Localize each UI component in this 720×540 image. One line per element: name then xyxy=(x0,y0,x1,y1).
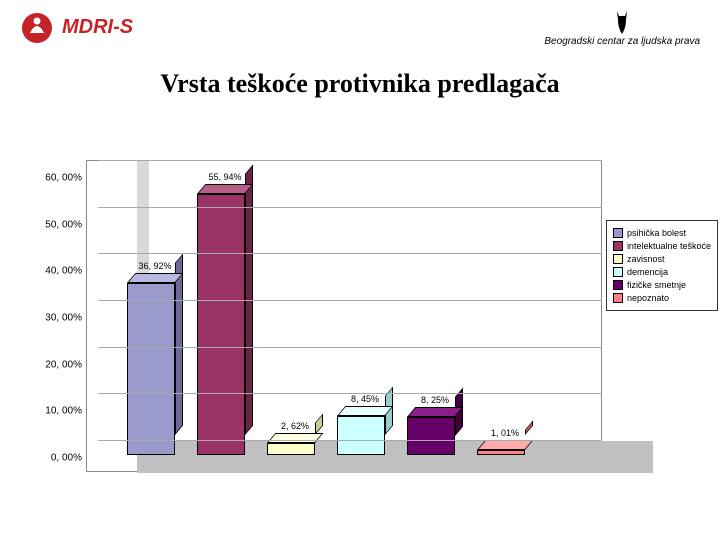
chart-title: Vrsta teškoće protivnika predlagača xyxy=(0,69,720,99)
bar-value-label: 8, 45% xyxy=(351,394,379,404)
bar-value-label: 8, 25% xyxy=(421,395,449,405)
y-tick-label: 30, 00% xyxy=(36,313,82,324)
bar-value-label: 55, 94% xyxy=(208,172,241,182)
bar-top xyxy=(127,273,183,283)
mdri-icon xyxy=(20,11,54,45)
legend-swatch xyxy=(613,241,623,251)
y-tick-label: 60, 00% xyxy=(36,173,82,184)
bar-front xyxy=(337,416,385,455)
bar: 8, 25% xyxy=(407,407,465,456)
bar-front xyxy=(127,283,175,455)
bar-side xyxy=(315,413,323,435)
bar: 8, 45% xyxy=(337,406,395,455)
bar-top xyxy=(407,407,463,417)
legend-swatch xyxy=(613,280,623,290)
legend-swatch xyxy=(613,293,623,303)
bar-top xyxy=(197,184,253,194)
y-tick-label: 20, 00% xyxy=(36,359,82,370)
right-logo-text: Beogradski centar za ljudska prava xyxy=(544,36,700,47)
legend-swatch xyxy=(613,267,623,277)
legend-label: psihička bolest xyxy=(627,228,686,238)
chart-legend: psihička bolest intelektualne teškoće zavi… xyxy=(606,220,718,311)
bar: 2, 62% xyxy=(267,433,325,455)
bar-front xyxy=(477,450,525,455)
grid-line xyxy=(98,207,602,208)
legend-swatch xyxy=(613,228,623,238)
bar-value-label: 1, 01% xyxy=(491,428,519,438)
legend-item: psihička bolest xyxy=(613,228,711,238)
bar-front xyxy=(267,443,315,455)
legend-swatch xyxy=(613,254,623,264)
bar-side xyxy=(525,421,533,435)
legend-label: nepoznato xyxy=(627,293,669,303)
legend-label: zavisnost xyxy=(627,254,665,264)
bar-value-label: 2, 62% xyxy=(281,421,309,431)
left-logo-text: MDRI-S xyxy=(62,16,133,39)
grid-line xyxy=(98,393,602,394)
legend-label: fizičke smetnje xyxy=(627,280,686,290)
legend-item: nepoznato xyxy=(613,293,711,303)
grid-line xyxy=(98,253,602,254)
y-tick-label: 0, 00% xyxy=(36,453,82,464)
bar: 1, 01% xyxy=(477,440,535,455)
legend-item: intelektualne teškoće xyxy=(613,241,711,251)
bar-top xyxy=(267,433,323,443)
left-logo: MDRI-S xyxy=(20,11,133,45)
page-header: MDRI-S Beogradski centar za ljudska prav… xyxy=(0,0,720,51)
y-tick-label: 10, 00% xyxy=(36,406,82,417)
bar-front xyxy=(197,194,245,455)
legend-label: demencija xyxy=(627,267,668,277)
right-logo: Beogradski centar za ljudska prava xyxy=(544,8,700,47)
y-tick-label: 40, 00% xyxy=(36,266,82,277)
bar-top xyxy=(337,406,393,416)
bar: 55, 94% xyxy=(197,184,255,455)
legend-label: intelektualne teškoće xyxy=(627,241,711,251)
grid-line xyxy=(98,300,602,301)
legend-item: zavisnost xyxy=(613,254,711,264)
legend-item: demencija xyxy=(613,267,711,277)
grid-line xyxy=(98,347,602,348)
bar-front xyxy=(407,417,455,456)
bar-chart: 36, 92%55, 94%2, 62%8, 45%8, 25%1, 01% 0… xyxy=(36,160,684,500)
y-tick-label: 50, 00% xyxy=(36,219,82,230)
grid-line xyxy=(98,440,602,441)
legend-item: fizičke smetnje xyxy=(613,280,711,290)
bar-top xyxy=(477,440,533,450)
grid-line xyxy=(98,160,602,161)
bar-value-label: 36, 92% xyxy=(138,261,171,271)
cat-icon xyxy=(611,8,633,36)
